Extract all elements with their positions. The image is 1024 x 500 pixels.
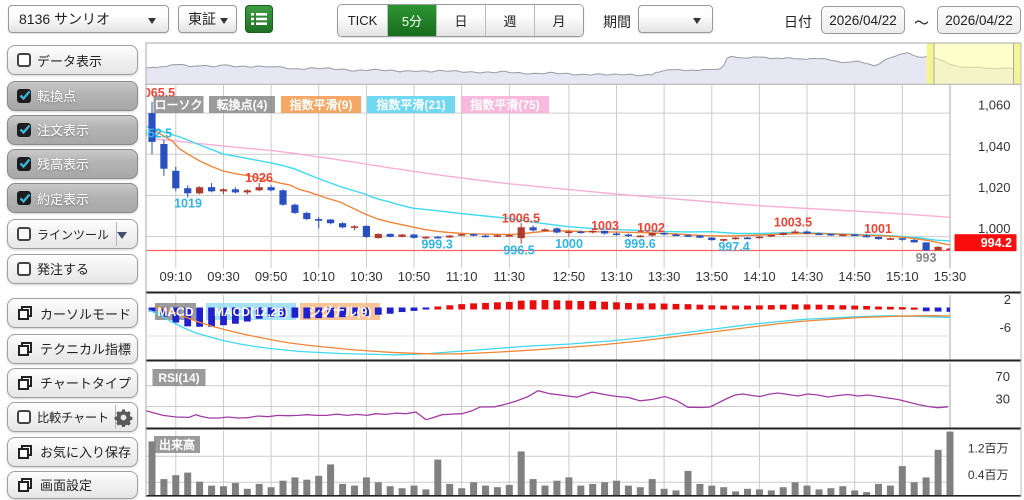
svg-text:1003: 1003 [591, 219, 619, 233]
svg-text:MACD: MACD [158, 305, 194, 319]
svg-text:1006.5: 1006.5 [502, 212, 540, 226]
svg-text:1,000: 1,000 [978, 221, 1011, 236]
svg-text:14:50: 14:50 [838, 269, 871, 284]
svg-text:13:10: 13:10 [600, 269, 633, 284]
svg-text:09:50: 09:50 [255, 269, 288, 284]
svg-text:指数平滑(75): 指数平滑(75) [470, 97, 539, 112]
svg-text:997.4: 997.4 [718, 240, 749, 254]
svg-text:30: 30 [996, 392, 1010, 407]
svg-text:出来高: 出来高 [159, 437, 195, 452]
svg-text:1052.5: 1052.5 [134, 127, 172, 141]
svg-text:指数平滑(21): 指数平滑(21) [376, 97, 445, 112]
svg-text:996.5: 996.5 [503, 244, 534, 258]
svg-text:13:30: 13:30 [648, 269, 681, 284]
svg-text:10:30: 10:30 [350, 269, 383, 284]
svg-text:MACD(12,26): MACD(12,26) [214, 305, 288, 319]
svg-text:12:50: 12:50 [553, 269, 586, 284]
svg-text:994.2: 994.2 [981, 236, 1012, 250]
svg-text:09:10: 09:10 [160, 269, 193, 284]
svg-text:1,040: 1,040 [978, 139, 1011, 154]
svg-text:1000: 1000 [555, 237, 583, 251]
svg-text:1003.5: 1003.5 [774, 216, 812, 230]
svg-text:0.4百万: 0.4百万 [968, 468, 1009, 482]
svg-text:シグナル(9): シグナル(9) [309, 304, 372, 319]
svg-text:11:30: 11:30 [494, 269, 526, 284]
svg-text:ローソク: ローソク [154, 98, 202, 112]
svg-text:1.2百万: 1.2百万 [968, 442, 1009, 456]
svg-text:09:30: 09:30 [207, 269, 240, 284]
svg-text:-6: -6 [999, 320, 1011, 335]
svg-text:14:30: 14:30 [791, 269, 824, 284]
svg-text:13:50: 13:50 [696, 269, 729, 284]
svg-text:10:50: 10:50 [398, 269, 431, 284]
svg-text:993: 993 [916, 251, 937, 265]
svg-text:1,020: 1,020 [978, 180, 1011, 195]
svg-text:999.3: 999.3 [421, 238, 452, 252]
svg-text:1002: 1002 [637, 221, 665, 235]
svg-text:14:10: 14:10 [743, 269, 776, 284]
svg-text:1026: 1026 [245, 171, 273, 185]
svg-text:70: 70 [996, 369, 1010, 384]
svg-text:1019: 1019 [174, 197, 202, 211]
svg-text:指数平滑(9): 指数平滑(9) [290, 97, 353, 112]
svg-text:2: 2 [1004, 292, 1011, 307]
svg-text:15:10: 15:10 [886, 269, 919, 284]
svg-text:11:10: 11:10 [446, 269, 478, 284]
svg-text:15:30: 15:30 [934, 269, 967, 284]
svg-text:10:10: 10:10 [302, 269, 335, 284]
svg-text:転換点(4): 転換点(4) [217, 97, 268, 112]
svg-text:999.6: 999.6 [624, 237, 655, 251]
svg-text:1,060: 1,060 [978, 98, 1011, 113]
svg-text:1001: 1001 [864, 222, 892, 236]
svg-text:RSI(14): RSI(14) [158, 371, 199, 385]
